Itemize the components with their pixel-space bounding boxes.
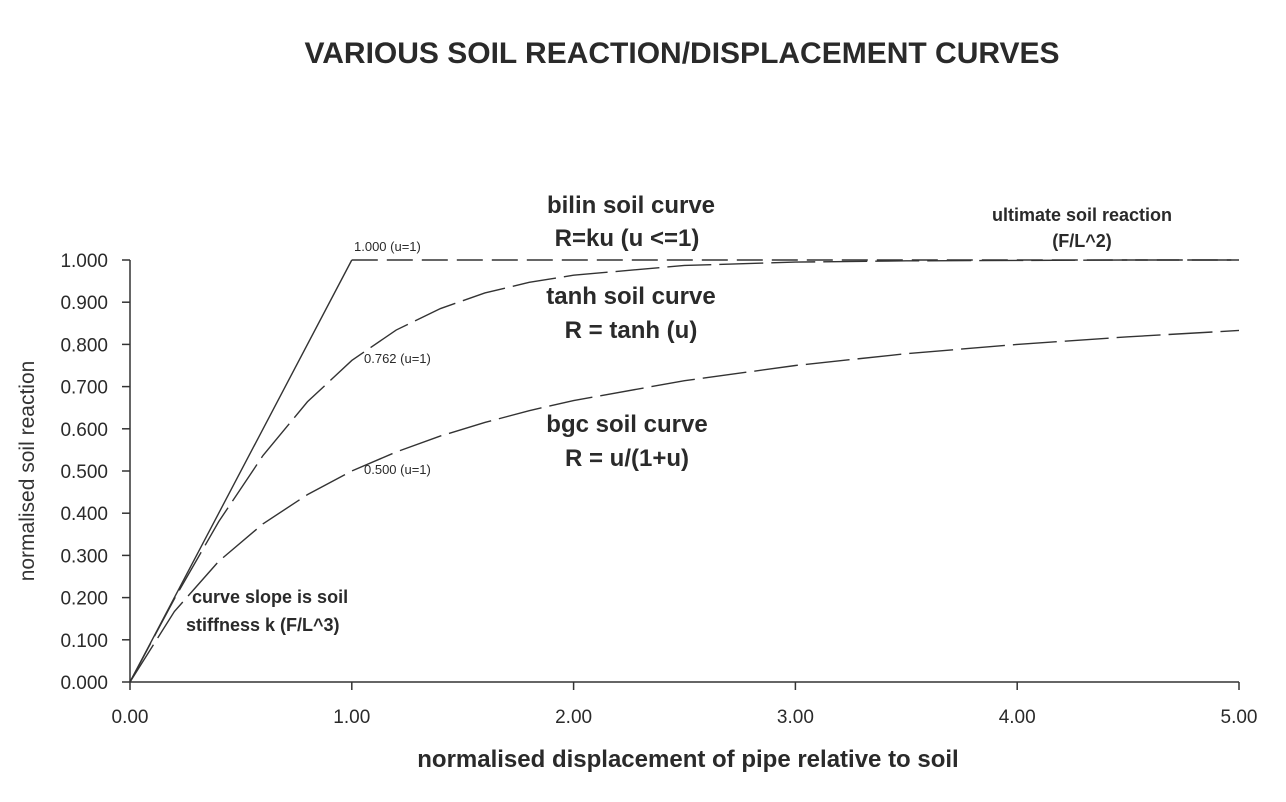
bgc-curve-name: bgc soil curve: [546, 411, 707, 438]
chart-title: VARIOUS SOIL REACTION/DISPLACEMENT CURVE…: [304, 37, 1059, 70]
bilin-curve-equation: R=ku (u <=1): [555, 225, 700, 252]
y-ticks: 0.000 0.100 0.200 0.300 0.400 0.500 0.600 0.700…: [60, 251, 130, 694]
ultimate-reaction-label: ultimate soil reaction: [992, 205, 1172, 225]
point-label-bilin: 1.000 (u=1): [354, 239, 421, 254]
tanh-curve-name: tanh soil curve: [546, 283, 715, 310]
y-tick-label-1: 0.100: [60, 631, 108, 652]
tanh-curve-line: [129, 259, 1239, 683]
x-axis-label: normalised displacement of pipe relative…: [417, 746, 958, 773]
bgc-curve-line: [129, 329, 1240, 683]
x-tick-label-4: 4.00: [999, 707, 1036, 728]
y-tick-label-10: 1.000: [60, 251, 108, 272]
x-tick-label-2: 2.00: [555, 707, 592, 728]
x-tick-label-3: 3.00: [777, 707, 814, 728]
tanh-curve-equation: R = tanh (u): [565, 317, 698, 344]
y-tick-label-9: 0.900: [60, 293, 108, 314]
y-tick-label-6: 0.600: [60, 420, 108, 441]
x-tick-label-0: 0.00: [112, 707, 149, 728]
y-tick-label-4: 0.400: [60, 504, 108, 525]
y-tick-label-8: 0.800: [60, 335, 108, 356]
point-label-bgc: 0.500 (u=1): [364, 462, 431, 477]
bgc-curve-equation: R = u/(1+u): [565, 445, 689, 472]
x-ticks: 0.00 1.00 2.00 3.00 4.00 5.00: [112, 682, 1258, 728]
y-tick-label-3: 0.300: [60, 546, 108, 567]
slope-note-line2: stiffness k (F/L^3): [186, 615, 340, 635]
bilin-curve-name: bilin soil curve: [547, 192, 715, 219]
ultimate-reaction-unit: (F/L^2): [1052, 231, 1112, 251]
curves: [129, 259, 1240, 683]
y-tick-label-2: 0.200: [60, 589, 108, 610]
y-tick-label-0: 0.000: [60, 673, 108, 694]
slope-note-line1: curve slope is soil: [192, 587, 348, 607]
point-label-tanh: 0.762 (u=1): [364, 351, 431, 366]
y-axis-label: normalised soil reaction: [16, 361, 39, 582]
y-tick-label-5: 0.500: [60, 462, 108, 483]
y-tick-label-7: 0.700: [60, 378, 108, 399]
x-tick-label-5: 5.00: [1221, 707, 1258, 728]
x-tick-label-1: 1.00: [333, 707, 370, 728]
